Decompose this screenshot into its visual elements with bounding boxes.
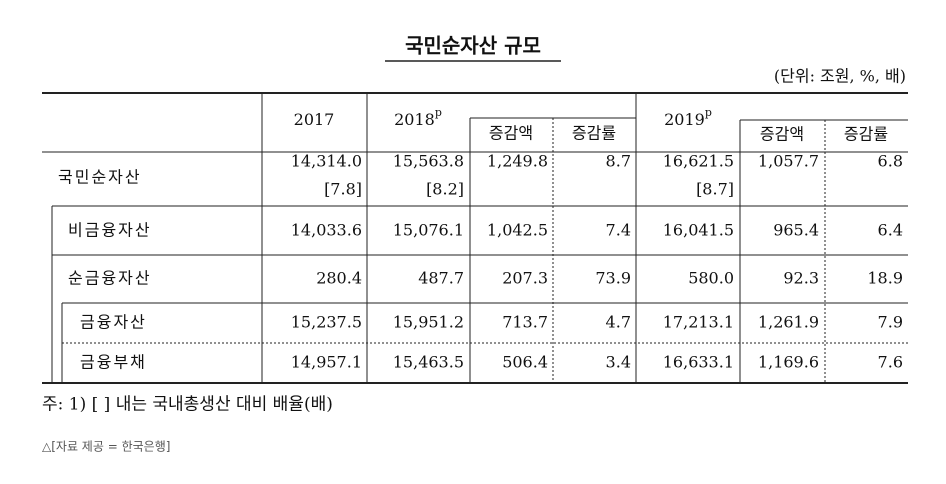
preliminary-mark: p [705,106,712,119]
unit: (단위: 조원, %, 배) [774,67,906,86]
cell: 15,951.2 [393,313,464,332]
cell: 14,957.1 [291,353,362,372]
cell: 14,033.6 [291,221,362,240]
cell: 487.7 [418,269,464,288]
sub-header: 증감액 [760,125,804,144]
table-lines [42,92,908,384]
ratio: [8.2] [426,180,464,199]
sub-header: 증감액 [489,124,533,143]
year-header: 2017 [294,110,335,129]
sub-header: 증감률 [572,124,616,143]
ratio: [7.8] [324,180,362,199]
cell: 1,249.8 [487,152,548,171]
cell: 1,169.6 [758,353,819,372]
cell: 14,314.0 [291,152,362,171]
cell: 16,621.5 [663,152,734,171]
cell: 7.6 [878,353,903,372]
cell: 1,057.7 [758,152,819,171]
cell: 15,076.1 [393,221,464,240]
cell: 713.7 [502,313,548,332]
cell: 1,042.5 [487,221,548,240]
cell: 16,041.5 [663,221,734,240]
cell: 8.7 [606,152,631,171]
cell: 7.4 [606,221,631,240]
year-header: 2018p [394,106,442,129]
row-label: 금융자산 [80,313,147,332]
sub-header: 증감률 [844,125,888,144]
cell: 965.4 [773,221,819,240]
cell: 6.8 [878,152,903,171]
year-text: 2019 [664,110,705,129]
cell: 15,237.5 [291,313,362,332]
cell: 4.7 [606,313,631,332]
cell: 7.9 [878,313,903,332]
source: △[자료 제공 = 한국은행] [42,439,170,454]
cell: 15,463.5 [393,353,464,372]
cell: 1,261.9 [758,313,819,332]
year-text: 2018 [394,110,435,129]
year-header: 2019p [664,106,712,129]
row-label: 비금융자산 [68,221,152,240]
cell: 73.9 [595,269,631,288]
cell: 17,213.1 [663,313,734,332]
row-label: 국민순자산 [58,168,142,187]
cell: 580.0 [688,269,734,288]
cell: 207.3 [502,269,548,288]
year-text: 2017 [294,110,335,129]
cell: 92.3 [783,269,819,288]
footnote: 주: 1) [ ] 내는 국내총생산 대비 배율(배) [42,395,333,415]
ratio: [8.7] [696,180,734,199]
title: 국민순자산 규모 [405,34,541,58]
preliminary-mark: p [435,106,442,119]
cell: 3.4 [606,353,631,372]
cell: 280.4 [316,269,362,288]
cell: 18.9 [867,269,903,288]
cell: 15,563.8 [393,152,464,171]
row-label: 순금융자산 [68,269,152,288]
row-label: 금융부채 [80,353,147,372]
cell: 16,633.1 [663,353,734,372]
cell: 506.4 [502,353,548,372]
cell: 6.4 [878,221,903,240]
